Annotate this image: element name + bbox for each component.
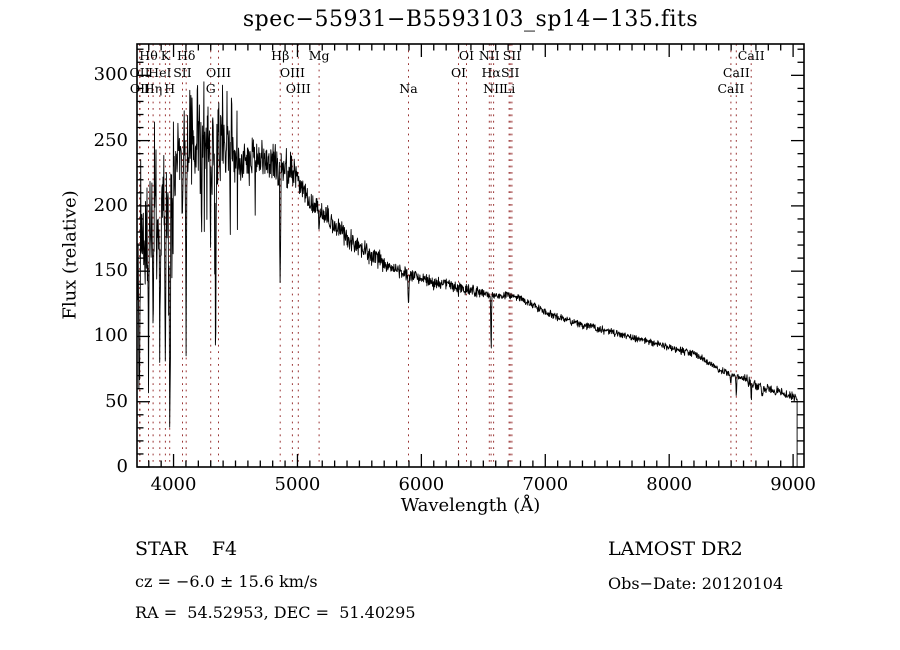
spectral-line-label: CaII bbox=[737, 48, 765, 63]
spectral-line-label: SII bbox=[173, 64, 192, 80]
obs-date-label: Obs−Date: 20120104 bbox=[608, 574, 784, 593]
spectral-line-label: NII bbox=[478, 48, 500, 63]
spectral-line-label: CaII bbox=[722, 64, 750, 80]
x-tick-label: 9000 bbox=[770, 474, 816, 495]
y-tick-label: 100 bbox=[93, 325, 128, 347]
spectral-line-label: OII bbox=[129, 64, 150, 80]
y-tick-label: 150 bbox=[93, 260, 128, 282]
ra-dec-label: RA = 54.52953, DEC = 51.40295 bbox=[135, 603, 416, 622]
spectral-line-label: Mg bbox=[308, 48, 330, 63]
x-tick-label: 4000 bbox=[150, 474, 197, 495]
x-tick-label: 6000 bbox=[398, 474, 445, 495]
plot-frame bbox=[136, 43, 805, 468]
spectral-line-label: G bbox=[205, 81, 216, 96]
spectral-line-label: CaII bbox=[717, 81, 745, 96]
spectral-line-label: SII bbox=[502, 48, 522, 63]
survey-release-label: LAMOST DR2 bbox=[608, 538, 743, 560]
spectral-line-label: K bbox=[160, 48, 171, 63]
spectral-line-label: Hθ bbox=[139, 48, 158, 63]
spectral-line-label: Hδ bbox=[176, 48, 196, 63]
y-tick-label: 200 bbox=[93, 194, 128, 216]
radial-velocity-label: cz = −6.0 ± 15.6 km/s bbox=[135, 572, 318, 591]
spectral-line-label: H bbox=[164, 81, 176, 96]
spectral-line-label: Hβ bbox=[271, 48, 290, 63]
spectral-line-label: OIII bbox=[279, 64, 305, 80]
spectral-line-label: OIII bbox=[285, 81, 311, 96]
spectral-line-label: Hη bbox=[143, 81, 163, 96]
spectral-line-label: OIII bbox=[206, 64, 232, 80]
object-class-label: STAR F4 bbox=[135, 538, 238, 560]
y-tick-label: 0 bbox=[116, 456, 128, 478]
spectral-line-label: SII bbox=[500, 64, 520, 80]
x-axis-label: Wavelength (Å) bbox=[400, 495, 541, 516]
spectrum-curve bbox=[136, 81, 798, 467]
spectral-line-label: HeI bbox=[148, 64, 172, 80]
y-tick-label: 50 bbox=[105, 390, 128, 412]
spectral-line-label: Na bbox=[399, 81, 418, 96]
spectral-line-label: NII bbox=[483, 81, 505, 96]
y-tick-label: 300 bbox=[93, 64, 128, 86]
spectral-line-label: OI bbox=[450, 64, 467, 80]
spectral-line-label: Li bbox=[502, 81, 516, 96]
spectral-line-label: Hα bbox=[481, 64, 501, 80]
plot-title: spec−55931−B5593103_sp14−135.fits bbox=[242, 7, 699, 32]
spectral-line-label: OI bbox=[458, 48, 475, 63]
x-tick-label: 7000 bbox=[522, 474, 569, 495]
x-tick-label: 8000 bbox=[646, 474, 693, 495]
spectral-line-label: OII bbox=[129, 81, 151, 96]
y-tick-label: 250 bbox=[93, 129, 128, 151]
x-tick-label: 5000 bbox=[274, 474, 321, 495]
